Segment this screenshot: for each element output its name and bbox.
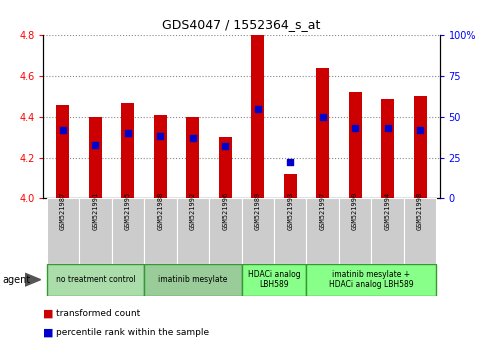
Text: GSM521993: GSM521993 xyxy=(287,192,293,230)
Text: imatinib mesylate: imatinib mesylate xyxy=(158,275,227,284)
Bar xyxy=(186,117,199,198)
Text: GSM521989: GSM521989 xyxy=(255,192,261,230)
FancyBboxPatch shape xyxy=(306,264,436,296)
Text: GSM521994: GSM521994 xyxy=(384,192,391,230)
FancyBboxPatch shape xyxy=(242,264,306,296)
Text: GSM521997: GSM521997 xyxy=(320,192,326,230)
Text: GDS4047 / 1552364_s_at: GDS4047 / 1552364_s_at xyxy=(162,18,321,31)
Polygon shape xyxy=(25,273,41,286)
Point xyxy=(59,127,67,133)
Bar xyxy=(381,98,394,198)
Bar xyxy=(154,115,167,198)
Point xyxy=(416,127,424,133)
Bar xyxy=(413,96,426,198)
Bar xyxy=(89,117,102,198)
Bar xyxy=(316,68,329,198)
Bar xyxy=(219,137,232,198)
FancyBboxPatch shape xyxy=(339,198,371,264)
Point xyxy=(254,106,262,112)
Text: GSM521992: GSM521992 xyxy=(190,192,196,230)
Bar xyxy=(57,104,70,198)
Point xyxy=(384,125,391,131)
Text: no treatment control: no treatment control xyxy=(56,275,135,284)
Point xyxy=(124,130,132,136)
Text: percentile rank within the sample: percentile rank within the sample xyxy=(56,328,209,337)
FancyBboxPatch shape xyxy=(242,198,274,264)
Text: HDACi analog
LBH589: HDACi analog LBH589 xyxy=(248,270,300,289)
Point xyxy=(189,135,197,141)
Text: GSM521995: GSM521995 xyxy=(125,192,131,230)
FancyBboxPatch shape xyxy=(47,198,79,264)
Text: GSM521987: GSM521987 xyxy=(60,192,66,230)
Point xyxy=(221,143,229,149)
Bar xyxy=(349,92,362,198)
Text: GSM521990: GSM521990 xyxy=(352,192,358,230)
FancyBboxPatch shape xyxy=(144,264,242,296)
Point xyxy=(286,160,294,165)
Bar xyxy=(121,103,134,198)
FancyBboxPatch shape xyxy=(112,198,144,264)
Text: transformed count: transformed count xyxy=(56,309,140,318)
FancyBboxPatch shape xyxy=(371,198,404,264)
FancyBboxPatch shape xyxy=(274,198,306,264)
FancyBboxPatch shape xyxy=(177,198,209,264)
FancyBboxPatch shape xyxy=(209,198,242,264)
FancyBboxPatch shape xyxy=(404,198,436,264)
Text: ■: ■ xyxy=(43,328,54,338)
Text: GSM521991: GSM521991 xyxy=(92,192,99,230)
Text: GSM521996: GSM521996 xyxy=(222,192,228,230)
Point xyxy=(319,114,327,120)
FancyBboxPatch shape xyxy=(306,198,339,264)
Point xyxy=(92,142,99,147)
FancyBboxPatch shape xyxy=(144,198,177,264)
FancyBboxPatch shape xyxy=(79,198,112,264)
FancyBboxPatch shape xyxy=(47,264,144,296)
Text: GSM521998: GSM521998 xyxy=(417,192,423,230)
Text: imatinib mesylate +
HDACi analog LBH589: imatinib mesylate + HDACi analog LBH589 xyxy=(329,270,413,289)
Text: ■: ■ xyxy=(43,308,54,318)
Text: GSM521988: GSM521988 xyxy=(157,192,163,230)
Point xyxy=(351,125,359,131)
Point xyxy=(156,133,164,139)
Bar xyxy=(284,174,297,198)
Text: agent: agent xyxy=(2,275,30,285)
Bar xyxy=(251,35,264,198)
